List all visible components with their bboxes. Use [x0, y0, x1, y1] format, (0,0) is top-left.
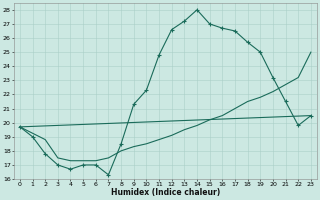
- X-axis label: Humidex (Indice chaleur): Humidex (Indice chaleur): [111, 188, 220, 197]
